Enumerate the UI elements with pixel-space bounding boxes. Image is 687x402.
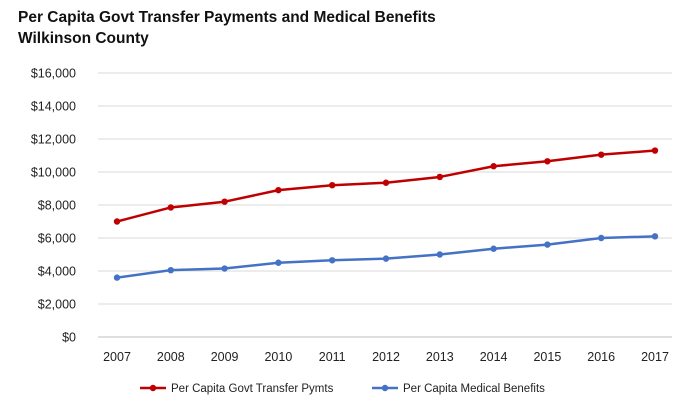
x-tick-label: 2016 (587, 350, 615, 364)
x-tick-label: 2013 (426, 350, 454, 364)
x-tick-label: 2009 (211, 350, 239, 364)
series-line-1 (115, 149, 657, 223)
y-axis-tick-labels: $0 $2,000 $4,000 $6,000 $8,000 $10,000 $12,000… (31, 67, 76, 345)
gridlines (98, 72, 672, 338)
data-point (382, 255, 390, 262)
data-point (651, 147, 659, 154)
chart-title-line-2: Wilkinson County (18, 30, 149, 47)
x-tick-label: 2014 (480, 350, 508, 364)
data-point (598, 234, 605, 242)
y-tick-label: $0 (62, 331, 76, 345)
data-point (221, 198, 228, 205)
x-tick-label: 2012 (372, 350, 400, 364)
y-tick-label: $10,000 (31, 166, 76, 180)
y-tick-label: $16,000 (31, 67, 76, 81)
data-point (436, 251, 443, 258)
legend: Per Capita Govt Transfer Pymts Per Capita… (140, 383, 545, 395)
x-tick-label: 2008 (157, 350, 185, 364)
chart-title-line-1: Per Capita Govt Transfer Payments and Me… (18, 9, 436, 26)
y-tick-label: $2,000 (38, 298, 76, 312)
legend-swatch-marker (381, 384, 389, 392)
data-point (113, 218, 121, 225)
data-point (382, 179, 390, 186)
x-tick-label: 2010 (264, 350, 292, 364)
data-point (329, 257, 336, 264)
data-point (651, 233, 659, 240)
x-axis-tick-labels: 2007 2008 2009 2010 2011 2012 2013 2014 2015 2016… (103, 350, 669, 364)
x-tick-label: 2017 (641, 350, 669, 364)
data-point (275, 186, 282, 194)
y-tick-label: $12,000 (31, 133, 76, 147)
y-tick-label: $6,000 (38, 232, 76, 246)
data-point (221, 265, 228, 272)
x-tick-label: 2007 (103, 350, 131, 364)
data-point (167, 204, 174, 211)
x-tick-label: 2015 (533, 350, 561, 364)
data-point (275, 259, 282, 266)
series-points (113, 147, 659, 281)
data-point (113, 274, 121, 281)
x-tick-label: 2011 (319, 350, 346, 364)
data-point (490, 163, 497, 170)
data-point (167, 266, 174, 274)
y-tick-label: $8,000 (38, 199, 76, 213)
data-point (490, 245, 497, 252)
legend-label: Per Capita Medical Benefits (403, 383, 545, 395)
data-point (598, 151, 605, 158)
legend-label: Per Capita Govt Transfer Pymts (171, 383, 334, 395)
data-point (544, 241, 551, 248)
data-point (329, 182, 336, 189)
chart-title: Per Capita Govt Transfer Payments and Me… (18, 7, 436, 49)
legend-swatch-marker (149, 384, 157, 392)
data-point (436, 173, 443, 181)
y-tick-label: $4,000 (38, 265, 76, 279)
data-point (544, 158, 551, 165)
y-tick-label: $14,000 (31, 100, 76, 114)
